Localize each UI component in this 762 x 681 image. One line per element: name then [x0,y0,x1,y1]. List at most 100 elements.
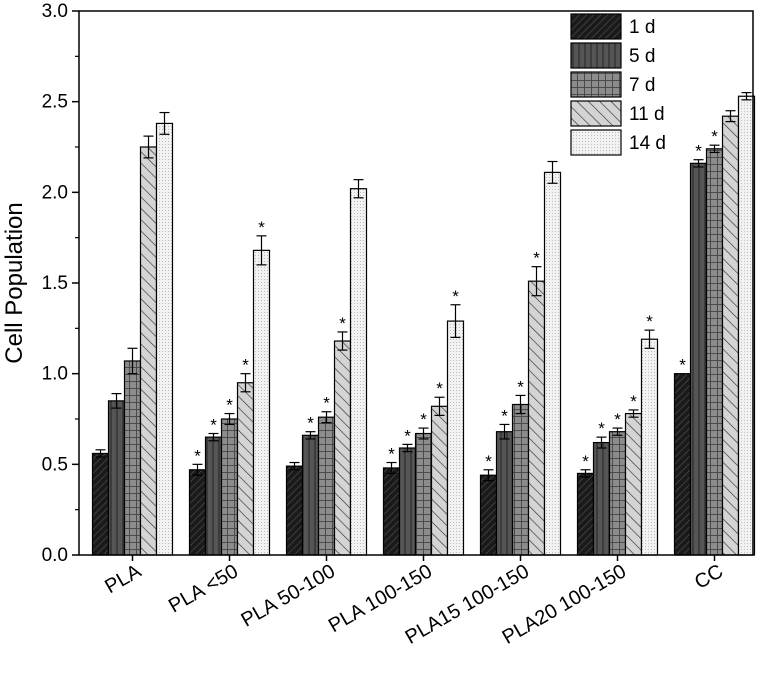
plot-frame [78,10,754,556]
significance-star: * [452,287,459,306]
significance-star: * [258,218,265,237]
legend-label: 5 d [629,46,655,67]
bar [236,382,255,556]
bar [204,436,223,556]
significance-star: * [226,396,233,415]
bar [188,469,207,556]
bar [430,405,449,556]
significance-star: * [420,410,427,429]
y-tick-label: 2.5 [42,92,68,113]
legend-swatch [570,13,622,40]
bar [220,418,239,556]
significance-star: * [646,312,653,331]
bar [123,360,142,556]
bar [155,122,174,556]
legend-item: 1 d [570,13,655,40]
bar-group: * * * [285,179,368,556]
bar [349,188,368,556]
bar [91,452,110,556]
significance-star: * [695,142,702,161]
legend-label: 1 d [629,17,655,38]
legend-swatch [570,42,622,69]
legend-item: 14 d [570,129,666,156]
legend-label: 14 d [629,133,666,154]
significance-star: * [323,394,330,413]
significance-star: * [711,127,718,146]
y-axis-ticks: 0.0 0.5 1.0 1.5 2.0 2.5 3.0 [42,1,79,566]
legend-swatch [570,100,622,127]
bar-group: * * * * * [382,287,465,556]
significance-star: * [210,416,217,435]
legend-item: 5 d [570,42,655,69]
bar [608,431,627,556]
y-axis-title: Cell Population [1,202,28,363]
bar [479,474,498,556]
bar-group: * * * * [479,160,562,556]
y-tick-label: 2.0 [42,182,68,203]
bar [543,171,562,556]
legend-label: 11 d [629,104,665,125]
bar [252,249,271,556]
legend: 1 d 5 d 7 d 11 d 14 d [570,13,666,156]
significance-star: * [436,379,443,398]
bar [301,434,320,556]
significance-star: * [501,406,508,425]
bar [446,320,465,556]
significance-star: * [598,419,605,438]
bar [592,441,611,556]
significance-star: * [404,426,411,445]
bar [705,148,724,556]
bar [640,338,659,556]
bar [107,400,126,556]
bar [317,416,336,556]
significance-star: * [517,377,524,396]
bar [333,340,352,556]
y-tick-label: 0.5 [42,454,68,475]
significance-star: * [307,414,314,433]
bar [737,95,756,556]
y-tick-label: 3.0 [42,1,68,22]
legend-swatch [570,71,622,98]
significance-star: * [194,446,201,465]
bar-groups: * * * * * * * * * * * * * * * * * * * * * * * * * [91,91,756,556]
bar [721,115,740,556]
bar [511,403,530,556]
legend-item: 7 d [570,71,655,98]
y-tick-label: 1.0 [42,364,68,385]
legend-label: 7 d [629,75,655,96]
bar [673,373,692,556]
bar [285,465,304,556]
significance-star: * [388,445,395,464]
bar [495,431,514,556]
bar [624,412,643,556]
bar [398,447,417,556]
bar [414,432,433,556]
significance-star: * [242,356,249,375]
bar-group: * * * * * [576,312,659,556]
bar [689,162,708,556]
significance-star: * [485,452,492,471]
y-tick-label: 0.0 [42,545,68,566]
significance-star: * [339,314,346,333]
bar-group: * * * [673,91,756,556]
y-tick-label: 1.5 [42,273,68,294]
x-category-label: PLA 50-100 [237,560,339,631]
significance-star: * [679,356,686,375]
legend-item: 11 d [570,100,665,127]
significance-star: * [582,452,589,471]
bar-group [91,111,174,556]
bar [139,146,158,556]
x-category-label: CC [691,560,727,593]
significance-star: * [533,249,540,268]
significance-star: * [614,410,621,429]
bar [576,472,595,556]
bar-group: * * * * * [188,218,271,556]
x-category-label: PLA <50 [165,560,242,617]
bar [527,280,546,556]
significance-star: * [630,392,637,411]
x-category-label: PLA [101,560,145,598]
legend-swatch [570,129,622,156]
bar [382,467,401,556]
